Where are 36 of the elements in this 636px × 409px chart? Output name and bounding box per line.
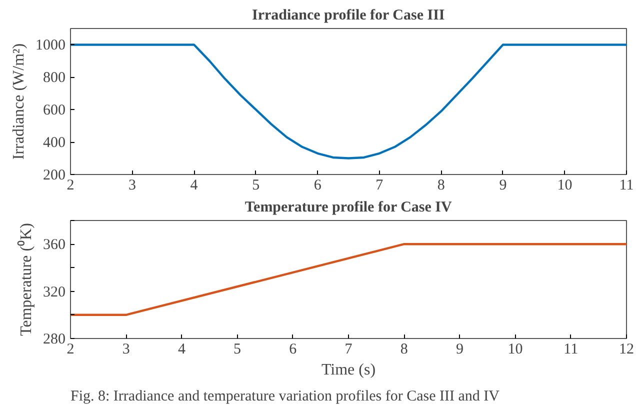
x-tick-label: 9 [499,178,507,194]
x-tick-label: 3 [122,342,130,358]
x-tick-label: 8 [400,342,408,358]
x-tick-label: 11 [619,178,634,194]
x-tick-label: 10 [508,342,523,358]
y-axis-title: Irradiance (W/m²) [10,43,28,160]
y-tick-label: 800 [43,70,66,86]
y-tick-label: 200 [43,168,66,184]
y-tick-label: 600 [43,102,66,119]
y-tick-label: 360 [43,237,66,254]
x-tick-label: 5 [234,342,242,358]
x-tick-label: 4 [178,342,186,358]
x-tick-label: 6 [314,178,322,194]
x-tick-label: 5 [252,178,260,194]
x-tick-label: 4 [190,178,198,194]
x-tick-label: 12 [619,342,634,358]
x-tick-label: 2 [66,178,74,194]
chart-title: Irradiance profile for Case III [252,8,445,24]
x-tick-label: 6 [289,342,298,358]
y-tick-label: 320 [43,284,66,300]
x-tick-label: 8 [437,178,445,194]
x-tick-label: 7 [344,342,353,358]
caption: Fig. 8: Irradiance and temperature variation profiles for Case III and IV [70,388,500,404]
x-tick-label: 3 [128,178,136,194]
x-axis-title: Time (s) [321,362,376,378]
y-tick-label: 1000 [36,38,66,54]
line-series [70,44,626,160]
x-tick-label: 10 [557,178,572,194]
x-tick-label: 11 [564,342,578,358]
x-tick-label: 2 [66,342,74,358]
y-axis-title: Temperature (⁰K) [17,223,35,336]
chart-title: Temperature profile for Case IV [244,200,452,216]
x-tick-label: 9 [456,342,464,358]
y-tick-label: 400 [43,135,66,152]
x-tick-label: 7 [376,178,384,194]
y-tick-label: 280 [43,332,66,348]
